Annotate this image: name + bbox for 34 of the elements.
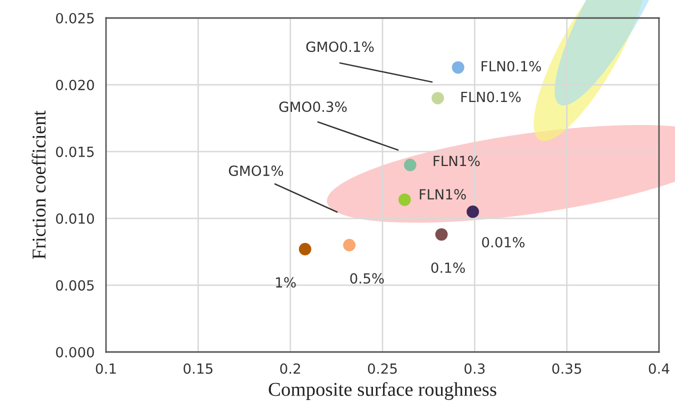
y-tick-label: 0.015	[56, 146, 94, 158]
x-axis-title: Composite surface roughness	[268, 382, 496, 400]
y-tick-label: 0.025	[56, 12, 94, 24]
point	[432, 92, 444, 104]
x-tick-label: 0.2	[280, 363, 300, 374]
x-tick-label: 0.15	[184, 363, 212, 374]
annotation: GMO0.3%	[279, 102, 347, 112]
point	[452, 61, 464, 74]
series-label: FLN0.1%	[482, 60, 541, 72]
point	[398, 193, 411, 206]
y-tick-label: 0.005	[56, 280, 94, 291]
point	[404, 158, 416, 172]
point	[435, 228, 448, 241]
point	[466, 206, 480, 218]
x-tick-label: 0.35	[552, 363, 582, 374]
series-label: 0.1%	[431, 262, 465, 273]
x-tick-label: 0.3	[464, 363, 485, 374]
series-label: FLN0.1%	[461, 92, 521, 102]
point	[343, 238, 356, 252]
y-tick-label: 0.020	[56, 80, 94, 90]
y-axis-title: Friction coefficient	[32, 110, 46, 260]
series-label: FLN1%	[420, 189, 466, 200]
series-label: 0.01%	[482, 236, 525, 248]
y-tick-label: 0.000	[56, 346, 94, 358]
series-label: 0.5%	[350, 273, 384, 284]
x-tick-label: 0.4	[648, 363, 670, 374]
y-tick-label: 0.010	[56, 213, 94, 224]
x-tick-label: 0.25	[368, 363, 397, 374]
point	[298, 242, 312, 256]
series-label: 1%	[276, 277, 296, 288]
annotation: GMO0.1%	[306, 42, 374, 52]
x-tick-label: 0.1	[96, 363, 116, 374]
annotation: GMO1%	[228, 166, 284, 176]
series-label: FLN1%	[434, 156, 480, 166]
